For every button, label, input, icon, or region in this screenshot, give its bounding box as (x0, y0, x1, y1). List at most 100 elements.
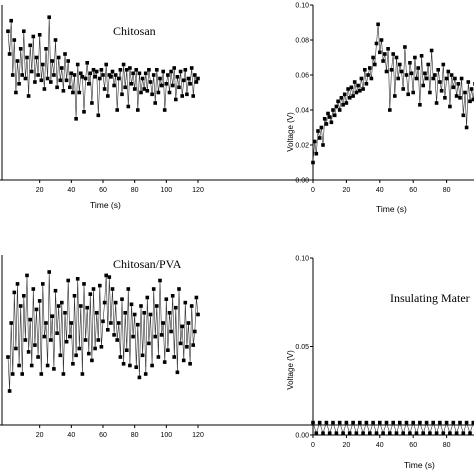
data-point (431, 420, 435, 425)
data-point (91, 287, 96, 291)
data-point (354, 90, 359, 95)
data-point (37, 299, 42, 303)
x-tick-label: 80 (131, 432, 139, 439)
data-point (153, 334, 157, 339)
data-point (438, 420, 442, 425)
data-point (421, 431, 425, 435)
x-tick-label: 40 (376, 187, 384, 194)
data-point (464, 420, 469, 425)
y-tick-label: 0.10 (295, 3, 309, 10)
data-point (342, 92, 347, 97)
data-point (125, 348, 129, 352)
data-point (52, 73, 56, 77)
data-point (366, 73, 370, 77)
data-point (101, 319, 105, 324)
data-point (121, 362, 126, 366)
data-point (113, 300, 118, 305)
data-point (131, 334, 135, 339)
data-point (458, 96, 462, 100)
data-point (22, 294, 26, 298)
data-point (132, 312, 137, 317)
data-point (147, 341, 151, 346)
data-point (454, 431, 459, 435)
data-point (80, 75, 85, 79)
data-point (434, 431, 439, 435)
data-point (416, 66, 420, 70)
data-point (28, 43, 32, 48)
data-point (419, 54, 424, 58)
data-point (371, 55, 375, 60)
data-point (180, 94, 184, 98)
data-point (143, 71, 148, 76)
data-point (391, 52, 395, 56)
data-point (319, 125, 324, 130)
data-point (471, 420, 474, 425)
chitosan-pva-title: Chitosan/PVA (113, 257, 182, 271)
y-tick-label: 0.02 (295, 143, 309, 150)
data-point (129, 82, 134, 86)
data-point (413, 55, 417, 60)
data-point (193, 329, 197, 334)
data-point (433, 73, 437, 77)
data-point (327, 431, 332, 435)
data-point (164, 297, 169, 301)
data-point (102, 300, 107, 305)
y-tick-label: 0.08 (295, 38, 309, 45)
data-point (117, 321, 121, 325)
chitosan-x-axis-title: Time (s) (90, 200, 121, 210)
data-point (349, 85, 354, 90)
data-point (120, 297, 124, 301)
data-point (344, 101, 349, 105)
data-point (155, 304, 159, 308)
x-tick-label: 120 (192, 187, 204, 194)
data-point (33, 343, 37, 347)
data-point (369, 76, 374, 81)
data-point (77, 90, 82, 95)
data-point (448, 431, 452, 435)
data-point (10, 372, 15, 376)
data-point (20, 73, 24, 77)
data-point (71, 90, 75, 95)
data-point (374, 41, 379, 46)
data-point (49, 338, 53, 342)
data-point (56, 304, 61, 308)
data-point (143, 372, 148, 376)
insulating-x-axis-title: Time (s) (404, 460, 435, 470)
data-point (331, 108, 335, 112)
data-point (83, 338, 88, 342)
data-point (384, 69, 389, 74)
data-point (126, 104, 131, 109)
data-point (104, 273, 108, 278)
data-point (71, 362, 75, 366)
data-point (85, 61, 89, 65)
data-point (324, 122, 329, 126)
data-point (178, 341, 183, 346)
data-point (368, 431, 372, 435)
data-point (63, 311, 67, 315)
data-point (140, 353, 145, 358)
data-point (194, 295, 199, 300)
data-point (74, 117, 78, 121)
data-point (132, 87, 137, 91)
data-point (87, 351, 91, 356)
data-point (161, 69, 165, 74)
data-point (409, 71, 414, 76)
data-point (52, 367, 56, 371)
data-point (159, 83, 164, 88)
data-point (93, 75, 97, 79)
data-point (120, 92, 124, 97)
x-tick-label: 20 (343, 187, 351, 194)
data-point (45, 76, 50, 81)
data-point (188, 362, 192, 366)
data-point (181, 78, 186, 83)
data-point (87, 82, 91, 86)
x-tick-label: 40 (376, 442, 384, 449)
data-point (31, 34, 36, 39)
data-point (191, 343, 195, 347)
data-point (136, 108, 140, 112)
data-point (389, 68, 394, 72)
data-point (180, 324, 184, 329)
data-point (386, 47, 390, 51)
data-point (145, 89, 150, 93)
